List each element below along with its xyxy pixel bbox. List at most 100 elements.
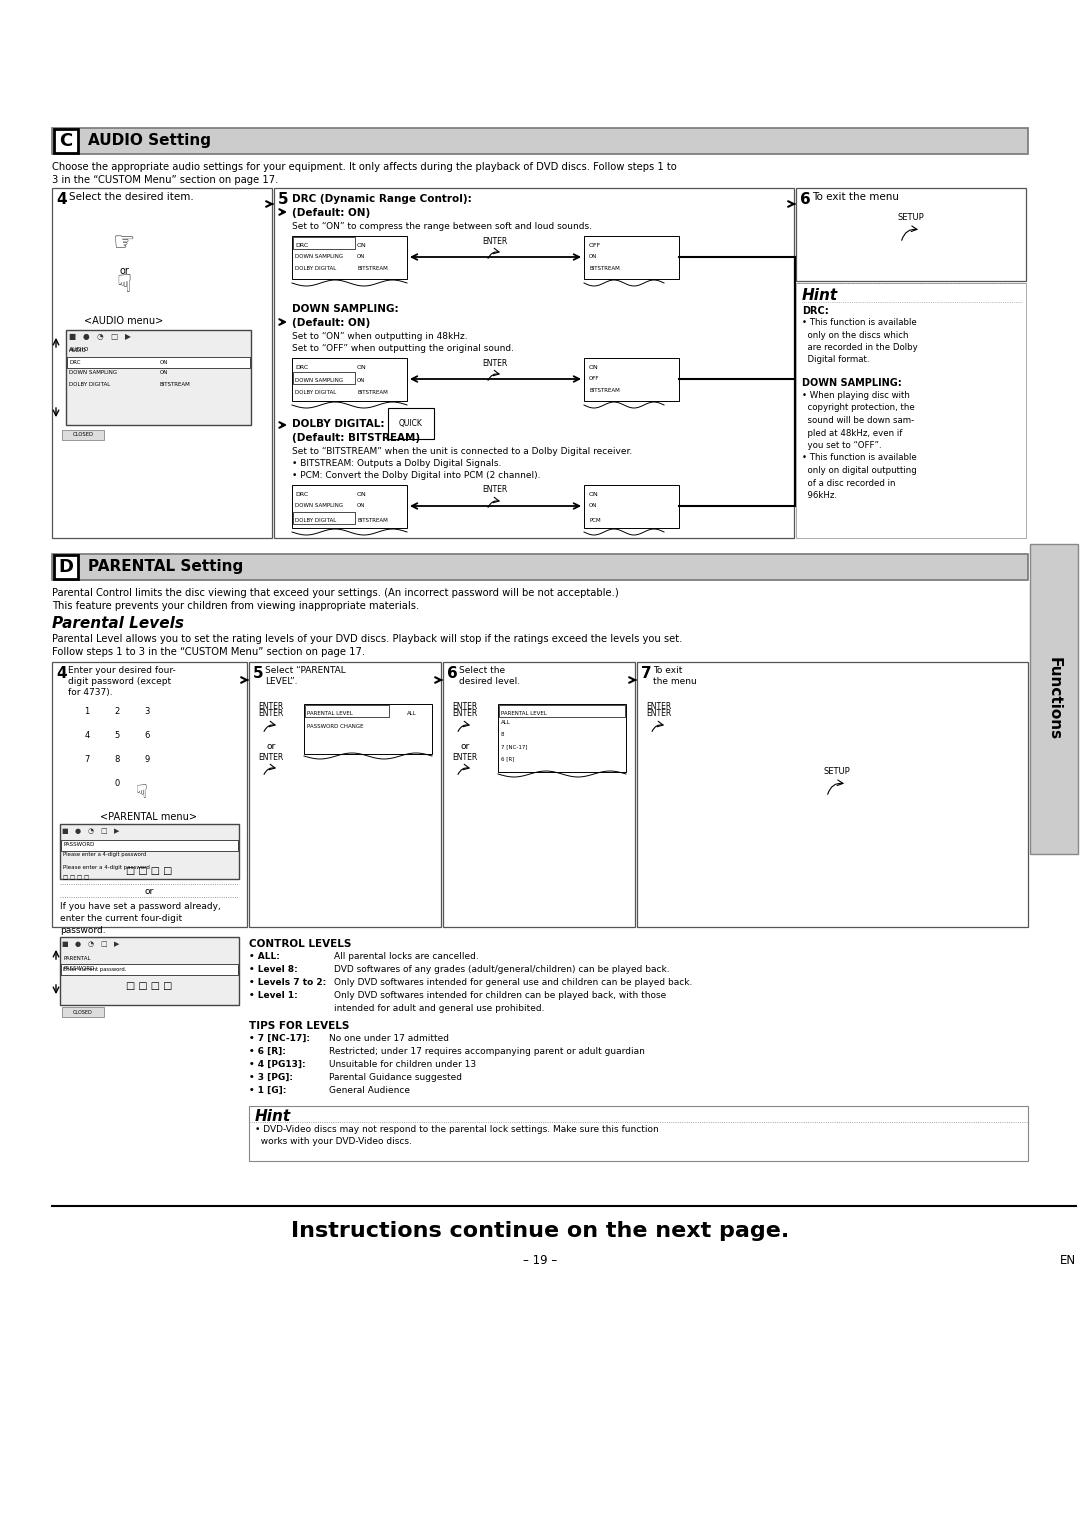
Text: Functions: Functions [1047, 657, 1062, 741]
Bar [637, 662, 1028, 927]
Text: or: or [267, 743, 275, 750]
Text: 1: 1 [84, 707, 90, 717]
Text: • 6 [R]:: • 6 [R]: [249, 1047, 286, 1056]
Text: All parental locks are cancelled.: All parental locks are cancelled. [334, 952, 478, 961]
Text: OFF: OFF [589, 243, 602, 248]
Text: ALL: ALL [501, 720, 511, 724]
Bar [293, 512, 355, 524]
Bar [62, 1007, 104, 1018]
Text: DOWN SAMPLING: DOWN SAMPLING [295, 503, 343, 507]
Bar [249, 1106, 1028, 1161]
Text: ON: ON [357, 243, 367, 248]
Text: No one under 17 admitted: No one under 17 admitted [329, 1034, 449, 1044]
Text: digit password (except: digit password (except [68, 677, 171, 686]
Text: Select the desired item.: Select the desired item. [69, 193, 193, 202]
Text: ON: ON [357, 492, 367, 497]
Text: LEVEL”.: LEVEL”. [265, 677, 297, 686]
Text: 8: 8 [501, 732, 504, 736]
Text: Only DVD softwares intended for general use and children can be played back.: Only DVD softwares intended for general … [334, 978, 692, 987]
Text: Hint: Hint [255, 1109, 292, 1125]
Text: the menu: the menu [653, 677, 697, 686]
Text: DOLBY DIGITAL: DOLBY DIGITAL [295, 518, 336, 523]
Text: Choose the appropriate audio settings for your equipment. It only affects during: Choose the appropriate audio settings fo… [52, 162, 677, 173]
Text: ☞: ☞ [112, 231, 135, 255]
Text: Set to “ON” to compress the range between soft and loud sounds.: Set to “ON” to compress the range betwee… [292, 222, 592, 231]
Text: ENTER: ENTER [258, 701, 284, 711]
Text: AUDIO Setting: AUDIO Setting [87, 133, 211, 148]
Text: password.: password. [60, 926, 106, 935]
Text: TIPS FOR LEVELS: TIPS FOR LEVELS [249, 1021, 349, 1031]
Text: ☟: ☟ [117, 274, 132, 296]
Text: D: D [58, 558, 73, 576]
Bar [584, 358, 679, 400]
Text: BITSTREAM: BITSTREAM [357, 390, 388, 396]
Text: or: or [145, 886, 153, 895]
Text: DOLBY DIGITAL: DOLBY DIGITAL [295, 390, 336, 396]
Text: Hint: Hint [802, 287, 838, 303]
Text: PASSWORD: PASSWORD [63, 842, 94, 848]
Text: • BITSTREAM: Outputs a Dolby Digital Signals.: • BITSTREAM: Outputs a Dolby Digital Sig… [292, 458, 501, 468]
Text: • 7 [NC-17]:: • 7 [NC-17]: [249, 1034, 310, 1044]
Bar [292, 484, 407, 529]
Text: ▶: ▶ [125, 333, 131, 341]
Text: • Levels 7 to 2:: • Levels 7 to 2: [249, 978, 326, 987]
Text: ENTER: ENTER [646, 701, 672, 711]
Text: Parental Control limits the disc viewing that exceed your settings. (An incorrec: Parental Control limits the disc viewing… [52, 588, 619, 597]
Text: enter the current four-digit: enter the current four-digit [60, 914, 183, 923]
Text: Set to “ON” when outputting in 48kHz.: Set to “ON” when outputting in 48kHz. [292, 332, 468, 341]
Bar [52, 128, 1028, 154]
Text: DRC:: DRC: [802, 306, 828, 316]
Text: EN: EN [1059, 1254, 1076, 1267]
Text: Instructions continue on the next page.: Instructions continue on the next page. [291, 1221, 789, 1241]
Text: 9: 9 [145, 755, 150, 764]
Bar [303, 704, 432, 753]
Text: BITSTREAM: BITSTREAM [589, 266, 620, 270]
Text: ◔: ◔ [97, 333, 104, 341]
Text: <AUDIO menu>: <AUDIO menu> [84, 316, 164, 325]
Text: To exit the menu: To exit the menu [812, 193, 899, 202]
Text: To exit: To exit [653, 666, 683, 675]
Text: BITSTREAM: BITSTREAM [357, 518, 388, 523]
Text: □: □ [110, 333, 118, 341]
Text: 7 [NC-17]: 7 [NC-17] [501, 744, 527, 749]
Text: <PARENTAL menu>: <PARENTAL menu> [100, 811, 198, 822]
Text: Please enter a 4-digit password: Please enter a 4-digit password [63, 865, 150, 869]
Text: 7: 7 [642, 666, 651, 681]
Text: Unsuitable for children under 13: Unsuitable for children under 13 [329, 1060, 476, 1070]
Text: ON: ON [589, 492, 598, 497]
Text: Parental Levels: Parental Levels [52, 616, 184, 631]
Bar [292, 358, 407, 400]
Text: □: □ [100, 941, 107, 947]
Text: or: or [119, 266, 129, 277]
Text: 3: 3 [145, 707, 150, 717]
Text: 3 in the “CUSTOM Menu” section on page 17.: 3 in the “CUSTOM Menu” section on page 1… [52, 176, 279, 185]
Text: ■: ■ [68, 333, 76, 341]
Text: Follow steps 1 to 3 in the “CUSTOM Menu” section on page 17.: Follow steps 1 to 3 in the “CUSTOM Menu”… [52, 646, 365, 657]
Text: Only DVD softwares intended for children can be played back, with those: Only DVD softwares intended for children… [334, 992, 666, 999]
Text: If you have set a password already,: If you have set a password already, [60, 902, 220, 911]
Text: • When playing disc with
  copyright protection, the
  sound will be down sam-
 : • When playing disc with copyright prote… [802, 391, 917, 500]
Text: □ □ □ □: □ □ □ □ [125, 981, 172, 992]
Text: 6: 6 [447, 666, 458, 681]
Text: ☟: ☟ [136, 782, 148, 802]
Text: AUDIO: AUDIO [69, 347, 90, 351]
Bar [293, 371, 355, 384]
Text: DRC: DRC [295, 365, 308, 370]
Bar [293, 237, 355, 249]
Text: Set to “BITSTREAM” when the unit is connected to a Dolby Digital receiver.: Set to “BITSTREAM” when the unit is conn… [292, 448, 632, 455]
Text: (Default: ON): (Default: ON) [292, 318, 370, 329]
Text: 6: 6 [800, 193, 811, 206]
Text: AUDIO: AUDIO [69, 348, 86, 353]
Text: DOLBY DIGITAL: DOLBY DIGITAL [69, 382, 110, 387]
Text: 6 [R]: 6 [R] [501, 756, 514, 761]
Text: ON: ON [160, 370, 168, 376]
Text: SETUP: SETUP [897, 214, 924, 223]
Text: CONTROL LEVELS: CONTROL LEVELS [249, 940, 351, 949]
Text: SETUP: SETUP [824, 767, 850, 776]
Bar [60, 840, 238, 851]
Text: DRC: DRC [295, 492, 308, 497]
Text: – 19 –: – 19 – [523, 1254, 557, 1267]
Text: DRC: DRC [69, 359, 81, 365]
Text: ENTER: ENTER [483, 359, 508, 368]
Text: Parental Level allows you to set the rating levels of your DVD discs. Playback w: Parental Level allows you to set the rat… [52, 634, 683, 643]
